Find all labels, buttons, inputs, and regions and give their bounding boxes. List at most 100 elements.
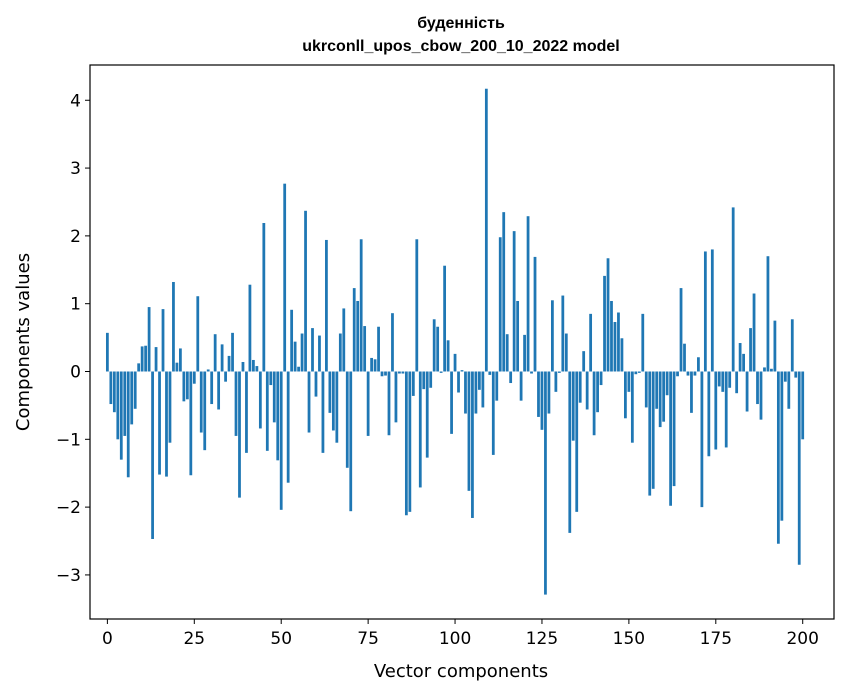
bar: [220, 344, 224, 372]
x-tick-label: 75: [357, 629, 379, 649]
bar: [763, 367, 766, 372]
bar: [700, 371, 704, 508]
bar: [338, 333, 342, 372]
bar: [112, 371, 116, 413]
bar: [749, 328, 752, 372]
bar: [116, 371, 120, 440]
bar: [703, 251, 707, 372]
bar: [206, 369, 210, 372]
bar: [154, 347, 158, 372]
bar: [624, 371, 627, 419]
bar: [248, 284, 252, 372]
bar: [516, 300, 520, 372]
bar: [217, 371, 221, 410]
bar: [495, 371, 499, 401]
bar: [192, 371, 196, 384]
bar: [533, 256, 537, 372]
bar: [787, 371, 791, 409]
bar: [328, 371, 332, 413]
bar: [404, 371, 408, 516]
y-tick-label: 0: [70, 362, 81, 382]
bar: [776, 371, 780, 544]
bar: [644, 371, 648, 408]
bar: [512, 231, 516, 372]
ticks-group: 0 25 50 75 100 125 150 175 200 −3 −2 −1 0 1 2 3 4: [56, 91, 819, 649]
bar: [537, 371, 540, 417]
bar: [707, 371, 711, 457]
bar: [672, 371, 676, 487]
bar: [411, 371, 415, 396]
bar: [391, 313, 394, 372]
bar: [377, 326, 380, 372]
bar: [735, 371, 739, 394]
bar: [627, 371, 631, 392]
bar: [290, 309, 294, 372]
bar: [676, 371, 679, 377]
y-tick-label: 2: [70, 227, 81, 247]
bar: [745, 371, 749, 412]
bar: [491, 371, 495, 455]
plot-area-frame: [89, 64, 835, 620]
bar: [801, 371, 805, 440]
y-tick-label: −3: [56, 566, 81, 586]
bar: [401, 371, 405, 374]
bar: [738, 343, 742, 372]
bar: [321, 371, 325, 453]
bar: [269, 371, 273, 386]
bar: [561, 295, 565, 372]
bar: [255, 366, 259, 372]
bar: [335, 371, 339, 443]
bar: [172, 281, 175, 372]
bar: [724, 371, 728, 448]
bar: [450, 371, 453, 434]
bar: [641, 313, 645, 372]
bar: [554, 371, 558, 392]
bar: [578, 371, 582, 403]
bar: [582, 351, 586, 372]
bar: [245, 371, 248, 453]
bar: [557, 371, 561, 373]
bar: [304, 210, 307, 372]
bar: [617, 312, 620, 372]
bar: [585, 371, 589, 410]
bar: [488, 371, 492, 375]
y-axis-label: Components values: [13, 253, 34, 431]
x-tick-label: 50: [270, 629, 292, 649]
bar: [175, 362, 179, 372]
bar: [690, 371, 693, 413]
bar: [224, 371, 227, 382]
bar: [780, 371, 784, 521]
bar: [432, 319, 436, 372]
bar: [422, 371, 426, 390]
bar: [133, 371, 137, 409]
bar: [551, 300, 554, 372]
bar: [318, 335, 321, 372]
bar: [276, 371, 280, 461]
bar: [658, 371, 662, 428]
bar: [686, 371, 690, 376]
bar: [526, 216, 530, 372]
bar: [151, 371, 154, 539]
bar: [651, 371, 655, 489]
bar: [126, 371, 130, 478]
bar: [759, 371, 763, 420]
bar: [505, 334, 509, 372]
bar: [599, 371, 603, 386]
bar: [265, 371, 269, 451]
bar: [571, 371, 575, 441]
bar: [436, 326, 440, 372]
bar: [241, 362, 245, 372]
bar: [568, 371, 572, 533]
bar: [137, 363, 141, 372]
bar: [147, 307, 151, 372]
x-axis-label: Vector components: [374, 661, 548, 682]
bar: [203, 371, 207, 451]
bar: [717, 371, 721, 387]
bar: [189, 371, 193, 476]
bar: [373, 359, 377, 372]
bar: [398, 371, 401, 374]
bar: [140, 346, 144, 372]
y-tick-label: 3: [70, 159, 81, 179]
